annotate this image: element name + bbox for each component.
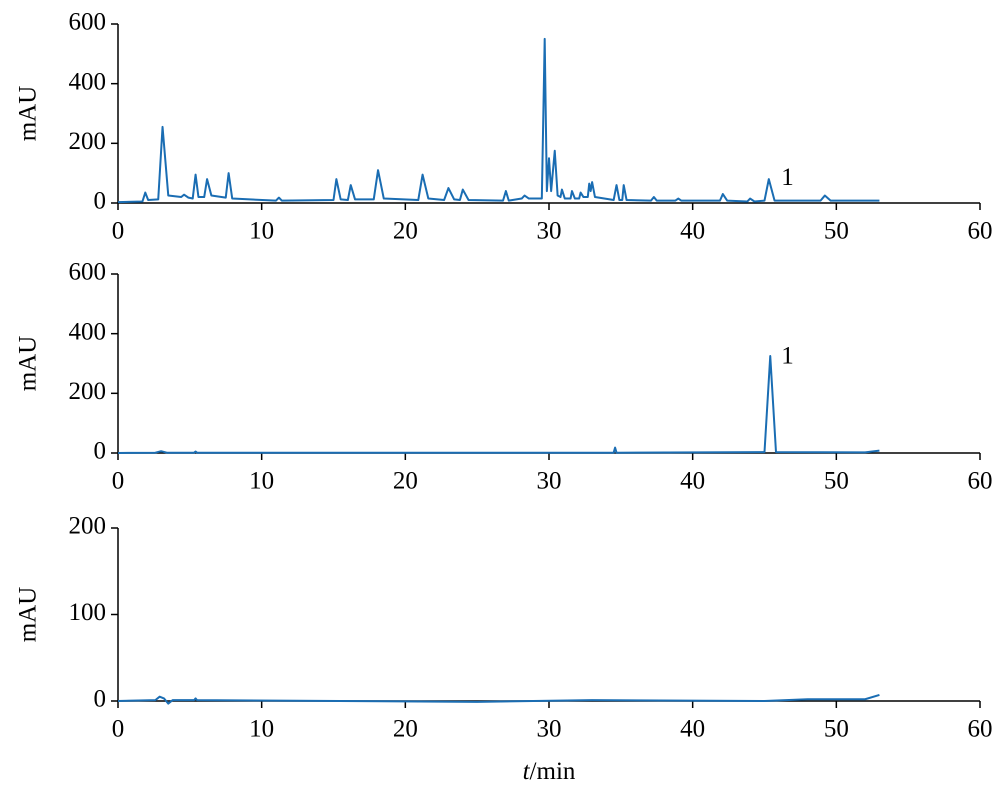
y-tick-label: 0	[94, 438, 107, 465]
y-tick-label: 400	[69, 318, 107, 345]
x-tick-label: 0	[112, 468, 125, 495]
x-tick-label: 40	[680, 218, 705, 245]
x-tick-label: 40	[680, 716, 705, 743]
chromatogram-line	[117, 37, 880, 204]
x-tick-label: 0	[112, 218, 125, 245]
y-tick-label: 200	[69, 128, 107, 155]
y-axis-label: mAU	[15, 86, 42, 142]
x-tick-label: 30	[537, 716, 562, 743]
y-tick-label: 200	[69, 378, 107, 405]
y-axis-label: mAU	[15, 587, 42, 643]
x-tick-label: 50	[824, 218, 849, 245]
y-tick-label: 100	[69, 599, 107, 626]
x-tick-label: 20	[393, 468, 418, 495]
x-tick-label: 0	[112, 716, 125, 743]
x-tick-label: 10	[249, 716, 274, 743]
x-tick-label: 20	[393, 716, 418, 743]
x-tick-label: 40	[680, 468, 705, 495]
x-tick-label: 30	[537, 218, 562, 245]
y-tick-label: 400	[69, 68, 107, 95]
peak-annotation: 1	[781, 342, 794, 369]
y-axis-label: mAU	[15, 336, 42, 392]
y-tick-label: 600	[69, 259, 107, 286]
x-tick-label: 10	[249, 218, 274, 245]
x-tick-label: 20	[393, 218, 418, 245]
x-tick-label: 10	[249, 468, 274, 495]
chromatogram-line	[117, 355, 880, 454]
y-tick-label: 200	[69, 513, 107, 540]
x-tick-label: 50	[824, 716, 849, 743]
y-tick-label: 0	[94, 188, 107, 215]
x-tick-label: 60	[968, 468, 993, 495]
x-axis-label: t/min	[523, 758, 576, 785]
peak-annotation: 1	[781, 164, 794, 191]
x-tick-label: 30	[537, 468, 562, 495]
x-tick-label: 60	[968, 716, 993, 743]
y-tick-label: 0	[94, 686, 107, 713]
x-tick-label: 50	[824, 468, 849, 495]
y-tick-label: 600	[69, 9, 107, 36]
chromatogram-line	[117, 693, 880, 705]
x-tick-label: 60	[968, 218, 993, 245]
